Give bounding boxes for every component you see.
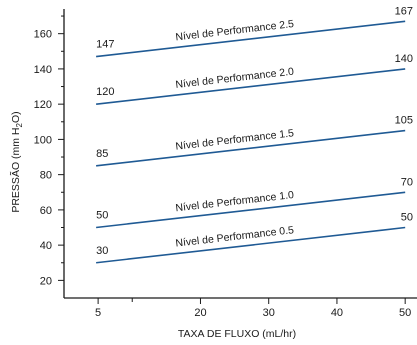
x-tick-label: 30 — [263, 307, 275, 319]
y-tick-label: 120 — [34, 99, 52, 111]
x-tick-label: 5 — [95, 307, 101, 319]
series-end-label: 105 — [395, 115, 413, 127]
y-tick-label: 140 — [34, 64, 52, 76]
series-labels: 30 50 Nível de Performance 0.5 50 70 Nível de… — [96, 5, 413, 256]
series-end-label: 167 — [395, 5, 413, 17]
series-name-label: Nível de Performance 1.5 — [175, 127, 295, 152]
series-line — [96, 129, 406, 167]
series-line — [96, 68, 406, 105]
series-end-label: 50 — [401, 212, 413, 224]
series-name-label: Nível de Performance 0.5 — [175, 224, 295, 249]
y-tick-label: 160 — [34, 29, 52, 41]
y-axis-label: PRESSÃO (mm H2O) — [9, 111, 24, 212]
series-start-label: 85 — [96, 148, 108, 160]
axes — [63, 9, 417, 299]
series-start-label: 147 — [96, 39, 114, 51]
series-lines — [96, 20, 406, 264]
x-tick-label: 20 — [194, 307, 206, 319]
series-end-label: 70 — [401, 176, 413, 188]
y-tick-label: 60 — [40, 205, 52, 217]
series-end-label: 140 — [395, 53, 413, 65]
x-tick-label: 50 — [399, 307, 411, 319]
y-tick-label: 80 — [40, 170, 52, 182]
series-line — [96, 226, 406, 264]
y-ticks: 20 40 60 80 100 120 140 160 — [34, 15, 64, 287]
y-tick-label: 40 — [40, 240, 52, 252]
series-line — [96, 20, 406, 58]
x-ticks: 5 20 30 40 50 — [95, 298, 411, 319]
y-tick-label: 100 — [34, 134, 52, 146]
series-line — [96, 191, 406, 229]
series-start-label: 50 — [96, 210, 108, 222]
y-axis-label-end: O) — [10, 111, 22, 123]
series-name-label: Nível de Performance 2.0 — [175, 66, 295, 91]
series-name-label: Nível de Performance 2.5 — [175, 18, 295, 43]
y-axis-label-main: PRESSÃO (mm H — [9, 127, 22, 212]
series-start-label: 30 — [96, 245, 108, 257]
series-name-label: Nível de Performance 1.0 — [175, 189, 295, 214]
x-tick-label: 40 — [331, 307, 343, 319]
x-axis-label: TAXA DE FLUXO (mL/hr) — [178, 328, 296, 340]
y-tick-label: 20 — [40, 275, 52, 287]
y-axis-label-subscript: 2 — [15, 122, 24, 127]
series-start-label: 120 — [96, 86, 114, 98]
